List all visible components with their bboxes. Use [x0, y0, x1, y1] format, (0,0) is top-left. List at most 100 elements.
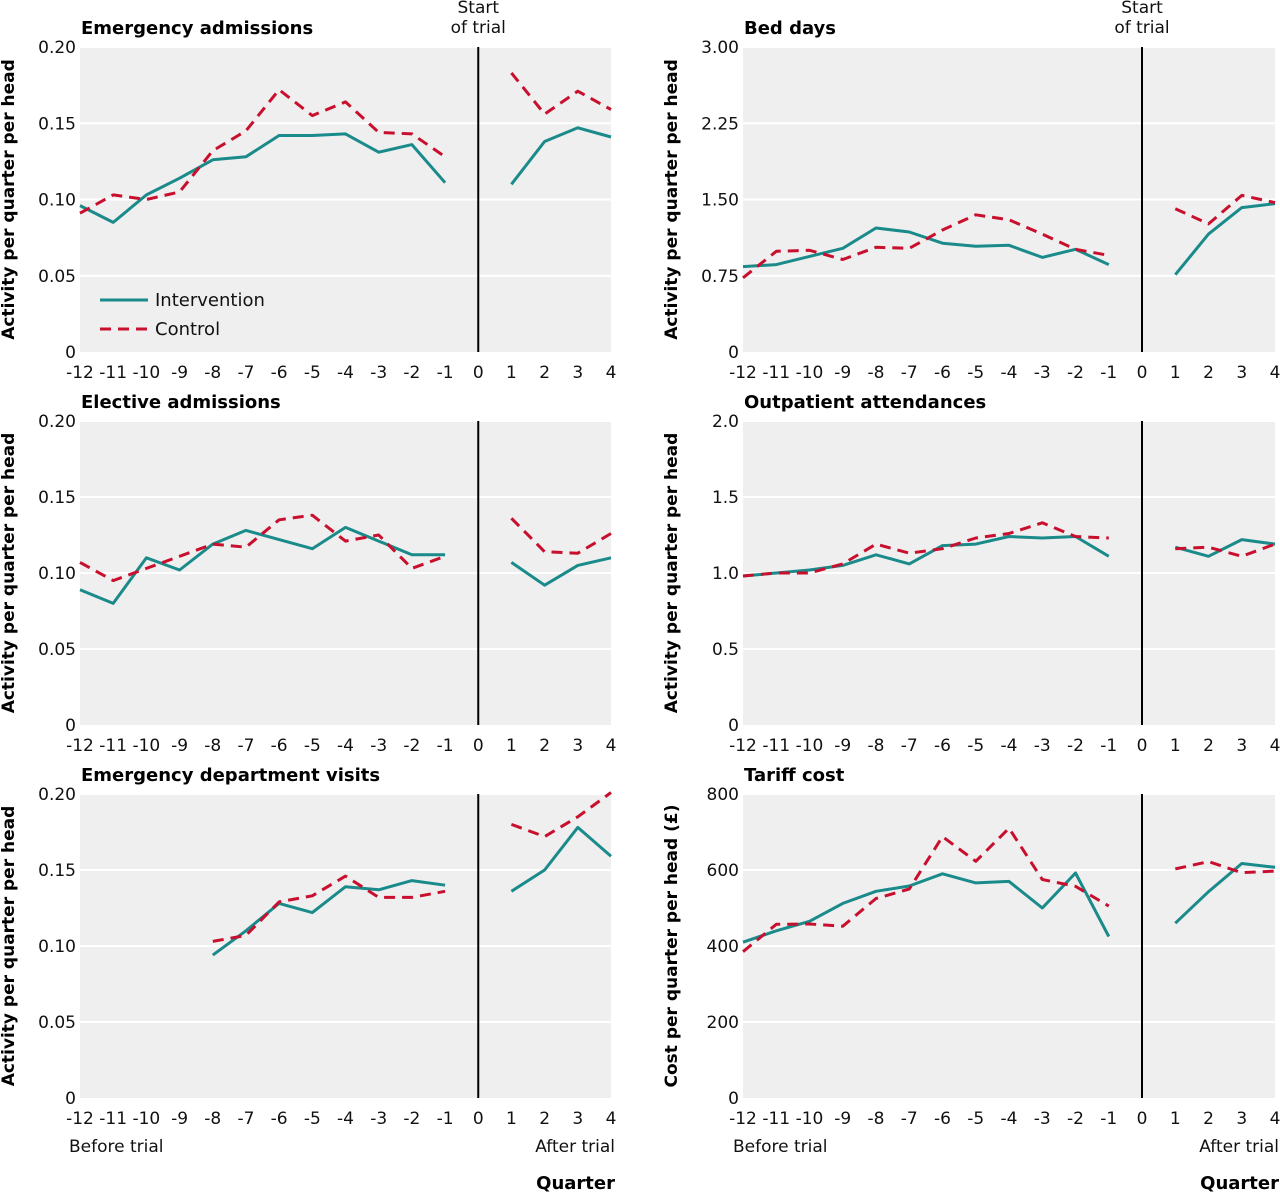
y-tick-label: 0.20 — [38, 412, 76, 432]
legend-intervention-label: Intervention — [155, 290, 265, 311]
x-tick-label: -10 — [796, 1109, 824, 1129]
y-tick-label: 0 — [728, 1089, 739, 1109]
x-tick-label: -1 — [1100, 363, 1117, 383]
x-tick-label: -9 — [834, 1109, 851, 1129]
x-tick-label: -9 — [834, 363, 851, 383]
y-tick-label: 600 — [707, 861, 739, 881]
x-tick-label: -4 — [1001, 1109, 1018, 1129]
intervention-series-line-before — [742, 535, 1110, 578]
x-tick-label: -7 — [901, 736, 918, 756]
x-tick-label: -12 — [66, 1109, 94, 1129]
x-tick-label: 4 — [1270, 1109, 1280, 1129]
x-tick-label: -1 — [437, 363, 454, 383]
panel-2: 00.751.502.253.00-12 -11 -10 -9 -8 -7 -6 -5 -4 -3… — [662, 0, 1280, 383]
x-tick-label: -7 — [237, 1109, 254, 1129]
intervention-series-line-after — [1174, 202, 1276, 276]
control-series-line-before — [742, 521, 1109, 578]
panel-title: Emergency department visits — [81, 765, 380, 786]
x-tick-label: -3 — [1034, 736, 1051, 756]
x-tick-label: -10 — [132, 736, 160, 756]
control-series-line-before — [212, 874, 446, 943]
y-axis-label: Activity per quarter per head — [662, 433, 682, 714]
control-series-line-before — [79, 88, 446, 215]
y-tick-label: 1.50 — [701, 191, 739, 211]
x-tick-label: -8 — [204, 363, 221, 383]
x-tick-label: -7 — [901, 363, 918, 383]
x-tick-label: -2 — [403, 1109, 420, 1129]
y-tick-label: 3.00 — [701, 38, 739, 58]
legend-control-label: Control — [155, 319, 220, 340]
x-tick-label: -5 — [304, 1109, 321, 1129]
x-tick-label: -1 — [437, 1109, 454, 1129]
x-tick-label: -10 — [132, 1109, 160, 1129]
panel-title: Outpatient attendances — [744, 392, 986, 413]
x-tick-label: -6 — [271, 363, 288, 383]
panel-5: 00.050.100.150.20-12 -11 -10 -9 -8 -7 -6 -5 -4 -3… — [0, 765, 616, 1129]
y-tick-label: 0 — [65, 1089, 76, 1109]
x-tick-label: 4 — [1270, 363, 1280, 383]
x-tick-label: 1 — [1170, 1109, 1181, 1129]
y-tick-label: 0.5 — [712, 640, 739, 660]
x-tick-label: 4 — [606, 1109, 617, 1129]
y-tick-label: 1.0 — [712, 564, 739, 584]
control-series-line-before — [742, 826, 1110, 953]
x-tick-label: 1 — [1170, 363, 1181, 383]
y-tick-label: 0.10 — [38, 937, 76, 957]
y-tick-label: 1.5 — [712, 488, 739, 508]
intervention-series-line-before — [79, 525, 446, 605]
x-tick-label: -10 — [796, 363, 824, 383]
x-tick-label: 3 — [1236, 1109, 1247, 1129]
y-axis-label: Cost per quarter per head (£) — [662, 805, 682, 1088]
x-tick-label: -9 — [171, 363, 188, 383]
x-tick-label: 1 — [506, 1109, 517, 1129]
panel-4: 00.51.01.52.0-12 -11 -10 -9 -8 -7 -6 -5 -4 -3 -2 -1… — [662, 392, 1280, 756]
y-axis-label: Activity per quarter per head — [0, 59, 19, 340]
intervention-series-line-after — [510, 556, 612, 587]
x-tick-label: -7 — [237, 363, 254, 383]
x-tick-label: 2 — [1203, 736, 1214, 756]
x-tick-label: 3 — [572, 736, 583, 756]
intervention-series-line-before — [211, 879, 446, 957]
y-tick-label: 400 — [707, 937, 739, 957]
x-tick-label: -2 — [1067, 1109, 1084, 1129]
y-tick-label: 0.05 — [38, 267, 76, 287]
x-tick-label: -5 — [304, 736, 321, 756]
x-tick-label: -11 — [762, 1109, 790, 1129]
x-tick-label: -2 — [403, 736, 420, 756]
y-tick-label: 0.05 — [38, 1013, 76, 1033]
x-tick-label: -10 — [796, 736, 824, 756]
x-tick-label: 2 — [1203, 363, 1214, 383]
panel-title: Emergency admissions — [81, 18, 313, 39]
start-of-trial-label: Start — [457, 0, 499, 18]
y-tick-label: 0.15 — [38, 488, 76, 508]
x-tick-label: -11 — [99, 363, 127, 383]
x-tick-label: -11 — [99, 1109, 127, 1129]
y-tick-label: 0.15 — [38, 861, 76, 881]
x-tick-label: -2 — [403, 363, 420, 383]
start-of-trial-label: Start — [1121, 0, 1163, 18]
x-tick-label: -12 — [729, 363, 757, 383]
y-tick-label: 2.0 — [712, 412, 739, 432]
x-tick-label: 3 — [572, 1109, 583, 1129]
x-tick-label: 1 — [1170, 736, 1181, 756]
x-tick-label: 0 — [1137, 736, 1148, 756]
control-series-line-after — [510, 71, 612, 116]
x-tick-label: -4 — [337, 363, 354, 383]
quarter-label-left: Quarter — [536, 1173, 615, 1193]
y-tick-label: 0.75 — [701, 267, 739, 287]
x-tick-label: 4 — [1270, 736, 1280, 756]
x-tick-label: -6 — [271, 1109, 288, 1129]
x-tick-label: -12 — [66, 363, 94, 383]
y-tick-label: 0.20 — [38, 785, 76, 805]
x-tick-label: -5 — [967, 363, 984, 383]
x-tick-label: -5 — [967, 736, 984, 756]
y-tick-label: 200 — [707, 1013, 739, 1033]
x-tick-label: 0 — [1137, 1109, 1148, 1129]
x-tick-label: -3 — [1034, 1109, 1051, 1129]
intervention-series-line-after — [1174, 538, 1276, 558]
y-tick-label: 0 — [65, 343, 76, 363]
legend: Intervention Control — [100, 290, 265, 340]
x-tick-label: 4 — [606, 363, 617, 383]
after-trial-label-left: After trial — [535, 1137, 615, 1157]
